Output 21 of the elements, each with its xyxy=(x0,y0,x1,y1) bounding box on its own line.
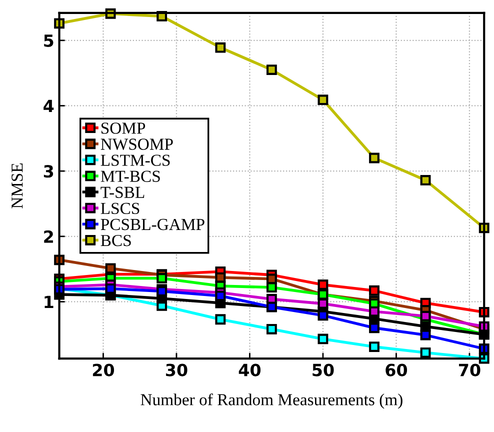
legend-label: LSTM-CS xyxy=(100,154,170,166)
x-axis-title: Number of Random Measurements (m) xyxy=(140,393,402,409)
y-tick-label: 5 xyxy=(44,34,54,47)
legend-label: T-SBL xyxy=(100,186,144,198)
legend-label: BCS xyxy=(100,234,131,246)
x-tick-label: 50 xyxy=(312,364,334,376)
y-axis-title: NMSE xyxy=(12,163,23,208)
y-tick-label: 2 xyxy=(44,230,53,243)
x-tick-label: 70 xyxy=(458,364,480,376)
legend-label: NWSOMP xyxy=(100,138,173,150)
y-tick-label: 4 xyxy=(44,100,54,112)
x-tick-label: 30 xyxy=(166,364,188,376)
legend-label: LSCS xyxy=(100,202,140,214)
x-tick-label: 40 xyxy=(238,364,261,376)
x-tick-label: 20 xyxy=(92,364,114,376)
legend-label: MT-BCS xyxy=(100,170,160,182)
y-tick-label: 1 xyxy=(44,296,54,308)
x-tick-label: 60 xyxy=(386,364,408,376)
legend-label: SOMP xyxy=(101,122,146,134)
legend-label: PCSBL-GAMP xyxy=(100,218,204,230)
y-tick-label: 3 xyxy=(44,165,54,178)
